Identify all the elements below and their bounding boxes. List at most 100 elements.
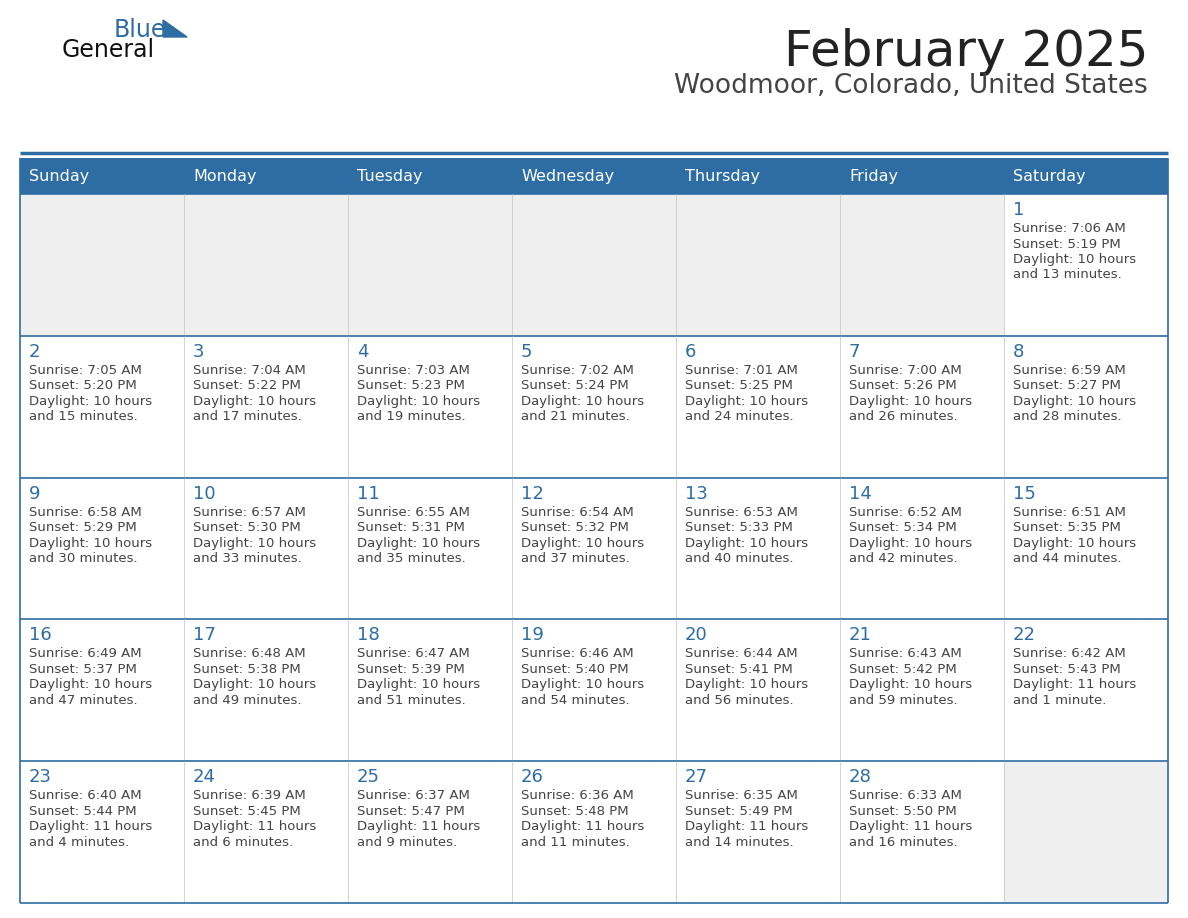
Text: Sunset: 5:23 PM: Sunset: 5:23 PM <box>358 379 465 392</box>
Bar <box>512 194 676 336</box>
Text: General: General <box>62 38 156 62</box>
Bar <box>20 194 184 336</box>
Bar <box>184 620 348 761</box>
Text: 4: 4 <box>358 342 368 361</box>
Text: Woodmoor, Colorado, United States: Woodmoor, Colorado, United States <box>675 73 1148 99</box>
Text: and 49 minutes.: and 49 minutes. <box>192 694 302 707</box>
Text: Sunrise: 7:06 AM: Sunrise: 7:06 AM <box>1013 222 1126 235</box>
Bar <box>348 336 512 477</box>
Text: 5: 5 <box>522 342 532 361</box>
Text: Sunrise: 6:42 AM: Sunrise: 6:42 AM <box>1013 647 1126 660</box>
Text: Daylight: 10 hours: Daylight: 10 hours <box>192 395 316 408</box>
Text: Daylight: 10 hours: Daylight: 10 hours <box>192 678 316 691</box>
Text: 20: 20 <box>685 626 708 644</box>
Text: Sunrise: 6:33 AM: Sunrise: 6:33 AM <box>849 789 962 802</box>
Bar <box>20 336 184 477</box>
Bar <box>348 761 512 903</box>
Text: Daylight: 11 hours: Daylight: 11 hours <box>192 820 316 834</box>
Bar <box>20 761 184 903</box>
Text: Sunrise: 6:44 AM: Sunrise: 6:44 AM <box>685 647 797 660</box>
Text: Daylight: 10 hours: Daylight: 10 hours <box>192 537 316 550</box>
Bar <box>1004 477 1168 620</box>
Text: Sunset: 5:35 PM: Sunset: 5:35 PM <box>1013 521 1120 534</box>
Text: and 37 minutes.: and 37 minutes. <box>522 552 630 565</box>
Text: and 6 minutes.: and 6 minutes. <box>192 835 293 849</box>
Text: Sunset: 5:39 PM: Sunset: 5:39 PM <box>358 663 465 676</box>
Text: Daylight: 10 hours: Daylight: 10 hours <box>358 678 480 691</box>
Text: 7: 7 <box>849 342 860 361</box>
Text: Sunrise: 6:59 AM: Sunrise: 6:59 AM <box>1013 364 1126 376</box>
Bar <box>20 477 184 620</box>
Text: Daylight: 11 hours: Daylight: 11 hours <box>358 820 480 834</box>
Text: and 28 minutes.: and 28 minutes. <box>1013 410 1121 423</box>
Text: and 9 minutes.: and 9 minutes. <box>358 835 457 849</box>
Text: Sunrise: 6:35 AM: Sunrise: 6:35 AM <box>685 789 798 802</box>
Bar <box>512 477 676 620</box>
Text: Sunrise: 6:55 AM: Sunrise: 6:55 AM <box>358 506 470 519</box>
Text: 18: 18 <box>358 626 380 644</box>
Bar <box>348 158 512 194</box>
Text: 23: 23 <box>29 768 52 786</box>
Bar <box>840 477 1004 620</box>
Text: and 1 minute.: and 1 minute. <box>1013 694 1106 707</box>
Text: Sunset: 5:27 PM: Sunset: 5:27 PM <box>1013 379 1120 392</box>
Text: February 2025: February 2025 <box>784 28 1148 76</box>
Text: Sunset: 5:20 PM: Sunset: 5:20 PM <box>29 379 137 392</box>
Text: Daylight: 10 hours: Daylight: 10 hours <box>685 395 808 408</box>
Text: Sunset: 5:33 PM: Sunset: 5:33 PM <box>685 521 792 534</box>
Bar <box>1004 761 1168 903</box>
Text: and 33 minutes.: and 33 minutes. <box>192 552 302 565</box>
Text: and 14 minutes.: and 14 minutes. <box>685 835 794 849</box>
Text: and 4 minutes.: and 4 minutes. <box>29 835 129 849</box>
Text: Daylight: 10 hours: Daylight: 10 hours <box>29 395 152 408</box>
Text: and 19 minutes.: and 19 minutes. <box>358 410 466 423</box>
Text: Sunrise: 6:58 AM: Sunrise: 6:58 AM <box>29 506 141 519</box>
Text: Sunset: 5:50 PM: Sunset: 5:50 PM <box>849 805 956 818</box>
Text: Sunset: 5:37 PM: Sunset: 5:37 PM <box>29 663 137 676</box>
Text: 13: 13 <box>685 485 708 502</box>
Text: Sunset: 5:22 PM: Sunset: 5:22 PM <box>192 379 301 392</box>
Text: Monday: Monday <box>192 169 257 184</box>
Text: Sunset: 5:19 PM: Sunset: 5:19 PM <box>1013 238 1120 251</box>
Text: Daylight: 10 hours: Daylight: 10 hours <box>685 678 808 691</box>
Bar <box>20 158 184 194</box>
Text: Sunrise: 6:51 AM: Sunrise: 6:51 AM <box>1013 506 1126 519</box>
Text: 28: 28 <box>849 768 872 786</box>
Text: and 42 minutes.: and 42 minutes. <box>849 552 958 565</box>
Text: Sunrise: 6:52 AM: Sunrise: 6:52 AM <box>849 506 962 519</box>
Bar <box>1004 194 1168 336</box>
Text: Sunrise: 7:05 AM: Sunrise: 7:05 AM <box>29 364 141 376</box>
Bar <box>676 620 840 761</box>
Text: and 44 minutes.: and 44 minutes. <box>1013 552 1121 565</box>
Text: Sunrise: 6:46 AM: Sunrise: 6:46 AM <box>522 647 633 660</box>
Text: Daylight: 11 hours: Daylight: 11 hours <box>685 820 808 834</box>
Bar <box>512 761 676 903</box>
Text: Sunset: 5:48 PM: Sunset: 5:48 PM <box>522 805 628 818</box>
Polygon shape <box>163 20 187 37</box>
Text: Sunset: 5:38 PM: Sunset: 5:38 PM <box>192 663 301 676</box>
Text: and 21 minutes.: and 21 minutes. <box>522 410 630 423</box>
Text: Sunrise: 7:00 AM: Sunrise: 7:00 AM <box>849 364 962 376</box>
Text: Sunset: 5:24 PM: Sunset: 5:24 PM <box>522 379 628 392</box>
Text: Sunrise: 6:53 AM: Sunrise: 6:53 AM <box>685 506 798 519</box>
Text: and 24 minutes.: and 24 minutes. <box>685 410 794 423</box>
Text: Sunset: 5:25 PM: Sunset: 5:25 PM <box>685 379 792 392</box>
Text: Sunrise: 6:40 AM: Sunrise: 6:40 AM <box>29 789 141 802</box>
Text: Daylight: 10 hours: Daylight: 10 hours <box>358 395 480 408</box>
Text: Daylight: 10 hours: Daylight: 10 hours <box>522 537 644 550</box>
Text: Sunset: 5:31 PM: Sunset: 5:31 PM <box>358 521 465 534</box>
Bar <box>184 158 348 194</box>
Text: Friday: Friday <box>849 169 898 184</box>
Text: 25: 25 <box>358 768 380 786</box>
Text: 11: 11 <box>358 485 380 502</box>
Bar <box>840 761 1004 903</box>
Text: and 40 minutes.: and 40 minutes. <box>685 552 794 565</box>
Text: 22: 22 <box>1013 626 1036 644</box>
Text: Sunrise: 6:43 AM: Sunrise: 6:43 AM <box>849 647 962 660</box>
Text: and 13 minutes.: and 13 minutes. <box>1013 268 1121 282</box>
Text: Wednesday: Wednesday <box>522 169 614 184</box>
Text: Daylight: 10 hours: Daylight: 10 hours <box>522 395 644 408</box>
Text: 15: 15 <box>1013 485 1036 502</box>
Text: 21: 21 <box>849 626 872 644</box>
Bar <box>676 336 840 477</box>
